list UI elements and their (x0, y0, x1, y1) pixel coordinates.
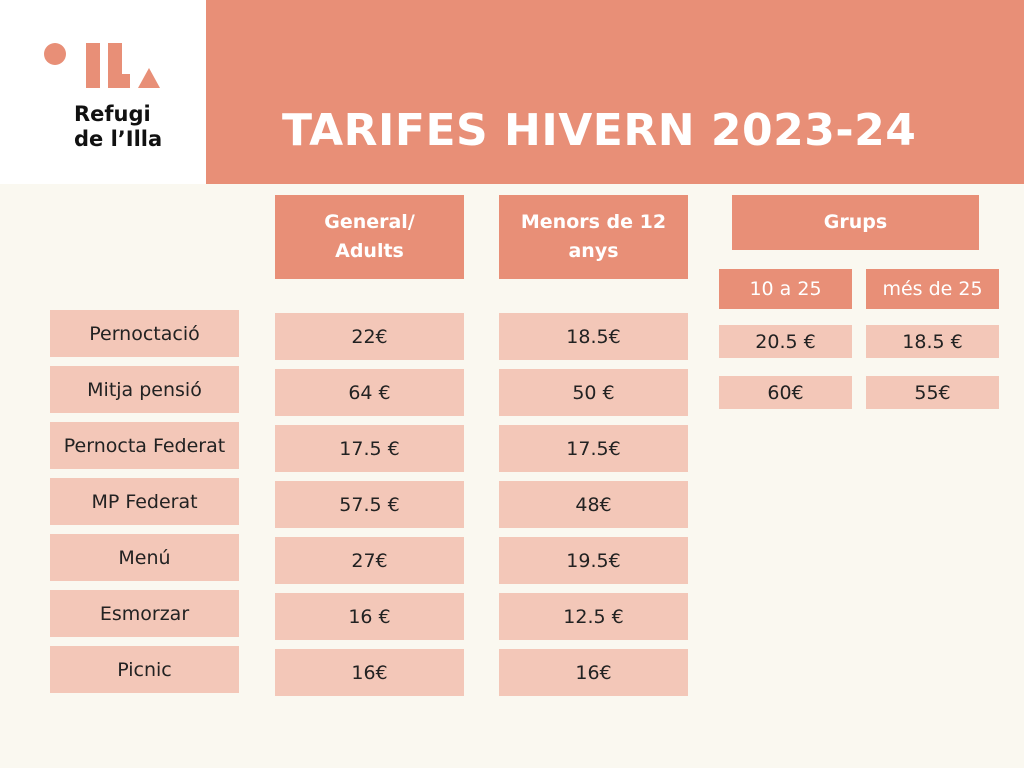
cell-grup-mes-25: 55€ (866, 376, 999, 409)
cell-general: 57.5 € (275, 481, 464, 528)
cell-general: 22€ (275, 313, 464, 360)
row-label: Mitja pensió (50, 366, 239, 413)
cell-grup-10-25: 60€ (719, 376, 852, 409)
cell-general: 27€ (275, 537, 464, 584)
cell-menors: 16€ (499, 649, 688, 696)
logo-line-2: de l’Illa (74, 127, 163, 151)
column-header-general: General/ Adults (275, 195, 464, 279)
row-label: MP Federat (50, 478, 239, 525)
row-label: Picnic (50, 646, 239, 693)
logo-l-shape-icon (112, 74, 130, 88)
cell-general: 16€ (275, 649, 464, 696)
logo-panel: Refugi de l’Illa (0, 0, 206, 184)
cell-general: 16 € (275, 593, 464, 640)
cell-menors: 18.5€ (499, 313, 688, 360)
subheader-grups-10-25: 10 a 25 (719, 269, 852, 309)
cell-general: 64 € (275, 369, 464, 416)
cell-menors: 48€ (499, 481, 688, 528)
subheader-grups-mes-25: més de 25 (866, 269, 999, 309)
logo-text: Refugi de l’Illa (74, 102, 162, 152)
cell-menors: 50 € (499, 369, 688, 416)
page-title: TARIFES HIVERN 2023-24 (282, 105, 917, 156)
row-label: Pernoctació (50, 310, 239, 357)
cell-grup-mes-25: 18.5 € (866, 325, 999, 358)
row-label: Menú (50, 534, 239, 581)
column-header-menors: Menors de 12 anys (499, 195, 688, 279)
cell-menors: 12.5 € (499, 593, 688, 640)
column-header-grups: Grups (732, 195, 979, 250)
title-band (206, 0, 1024, 184)
row-label: Pernocta Federat (50, 422, 239, 469)
cell-general: 17.5 € (275, 425, 464, 472)
cell-grup-10-25: 20.5 € (719, 325, 852, 358)
logo-triangle-icon (138, 68, 160, 88)
row-label: Esmorzar (50, 590, 239, 637)
logo-bar-icon (86, 43, 100, 88)
cell-menors: 17.5€ (499, 425, 688, 472)
cell-menors: 19.5€ (499, 537, 688, 584)
logo-circle-icon (44, 43, 66, 65)
logo-line-1: Refugi (74, 102, 151, 126)
